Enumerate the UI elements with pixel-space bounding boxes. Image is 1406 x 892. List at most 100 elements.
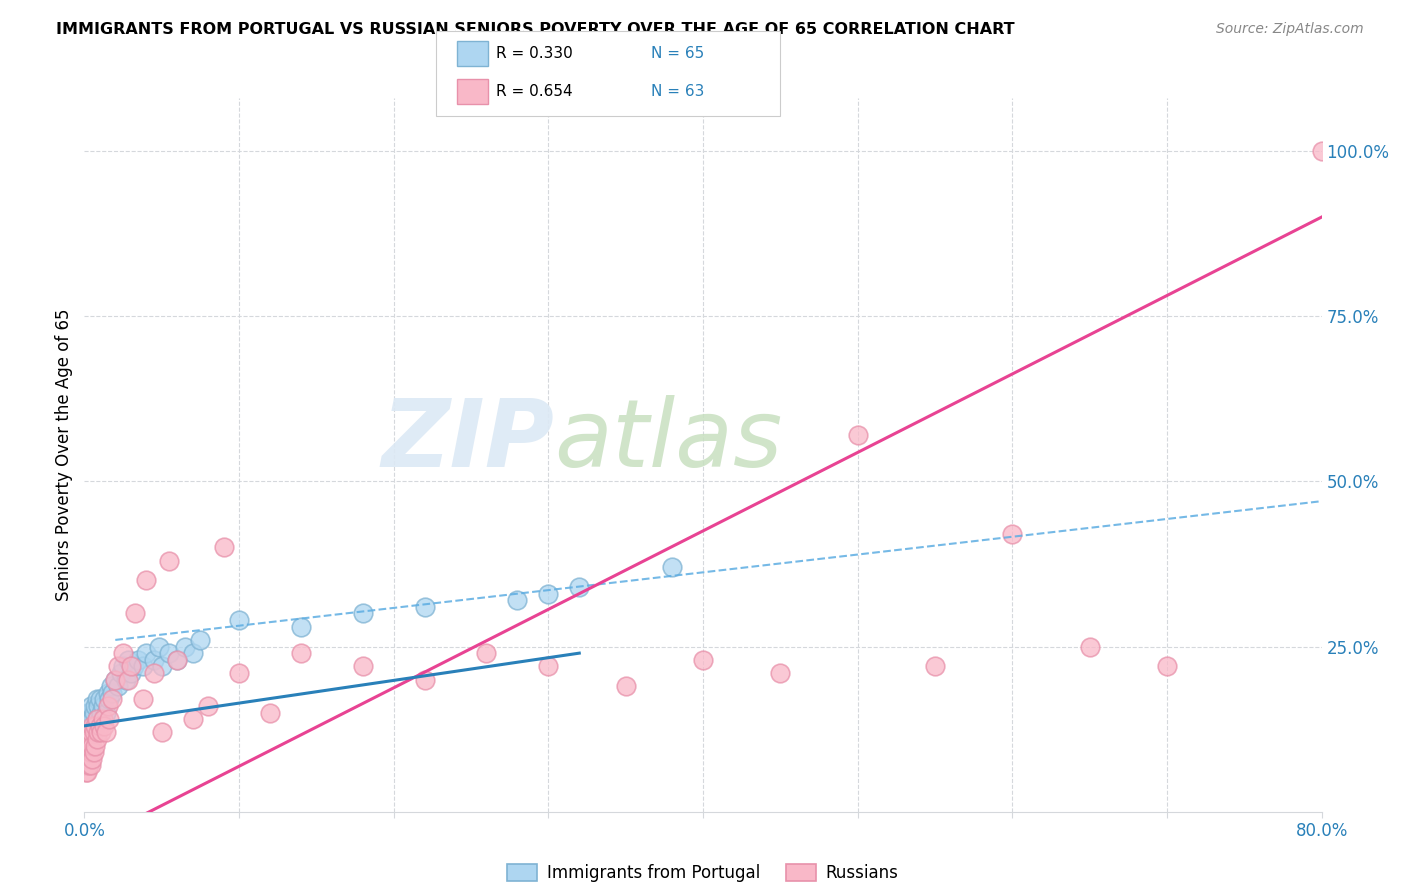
Point <box>97 686 120 700</box>
Point <box>86 732 108 747</box>
Point <box>181 646 204 660</box>
Point <box>120 665 142 680</box>
Point <box>413 599 436 614</box>
Point <box>76 712 98 726</box>
Text: ZIP: ZIP <box>381 394 554 487</box>
Point <box>83 706 105 720</box>
Point <box>661 560 683 574</box>
Point <box>159 646 181 660</box>
Point <box>75 732 97 747</box>
Point <box>97 698 120 713</box>
Point <box>75 745 97 759</box>
Point <box>75 725 97 739</box>
Point <box>77 745 100 759</box>
Point <box>79 758 101 772</box>
Point <box>89 719 111 733</box>
Point <box>166 653 188 667</box>
Point <box>76 725 98 739</box>
Point <box>82 712 104 726</box>
Point <box>117 653 139 667</box>
Point <box>91 698 114 713</box>
Text: atlas: atlas <box>554 395 783 486</box>
Point <box>143 665 166 680</box>
Point <box>846 428 869 442</box>
Point <box>259 706 281 720</box>
Point <box>76 765 98 780</box>
Point <box>115 673 138 687</box>
Point <box>290 620 312 634</box>
Point <box>94 706 117 720</box>
Text: N = 63: N = 63 <box>651 85 704 99</box>
Point <box>86 692 108 706</box>
Point <box>83 725 105 739</box>
Point <box>89 692 111 706</box>
Point <box>76 739 98 753</box>
Point <box>94 725 117 739</box>
Point <box>84 739 107 753</box>
Point <box>135 646 157 660</box>
Point <box>83 745 105 759</box>
Point <box>87 725 110 739</box>
Point <box>148 640 170 654</box>
Point <box>76 752 98 766</box>
Point <box>79 719 101 733</box>
Point <box>174 640 197 654</box>
Point <box>76 739 98 753</box>
Point <box>1156 659 1178 673</box>
Point <box>290 646 312 660</box>
Point <box>98 712 121 726</box>
Point <box>537 587 560 601</box>
Point <box>100 679 122 693</box>
Point <box>924 659 946 673</box>
Point <box>614 679 637 693</box>
Point <box>86 712 108 726</box>
Point <box>122 659 145 673</box>
Y-axis label: Seniors Poverty Over the Age of 65: Seniors Poverty Over the Age of 65 <box>55 309 73 601</box>
Point <box>120 659 142 673</box>
Point <box>79 745 101 759</box>
Point <box>107 659 129 673</box>
Point <box>90 706 112 720</box>
Text: N = 65: N = 65 <box>651 46 704 62</box>
Point <box>112 646 135 660</box>
Point <box>107 679 129 693</box>
Point <box>75 765 97 780</box>
Point <box>77 758 100 772</box>
Point <box>769 665 792 680</box>
Point <box>150 725 173 739</box>
Point <box>75 739 97 753</box>
Point <box>1078 640 1101 654</box>
Point <box>75 758 97 772</box>
Point <box>104 673 127 687</box>
Point <box>76 725 98 739</box>
Point <box>83 725 105 739</box>
Point <box>101 686 124 700</box>
Point <box>166 653 188 667</box>
Point <box>82 719 104 733</box>
Point <box>75 758 97 772</box>
Point <box>87 719 110 733</box>
Point <box>352 607 374 621</box>
Point <box>79 698 101 713</box>
Point <box>228 665 250 680</box>
Point <box>93 719 115 733</box>
Point <box>159 554 181 568</box>
Point <box>132 659 155 673</box>
Point <box>143 653 166 667</box>
Point <box>135 574 157 588</box>
Point <box>150 659 173 673</box>
Point <box>90 725 112 739</box>
Point <box>475 646 498 660</box>
Point <box>86 712 108 726</box>
Point <box>87 698 110 713</box>
Point <box>1001 527 1024 541</box>
Point <box>352 659 374 673</box>
Point <box>75 719 97 733</box>
Point <box>537 659 560 673</box>
Point <box>77 725 100 739</box>
Point <box>692 653 714 667</box>
Point <box>101 692 124 706</box>
Point <box>77 732 100 747</box>
Point <box>76 752 98 766</box>
Point <box>93 692 115 706</box>
